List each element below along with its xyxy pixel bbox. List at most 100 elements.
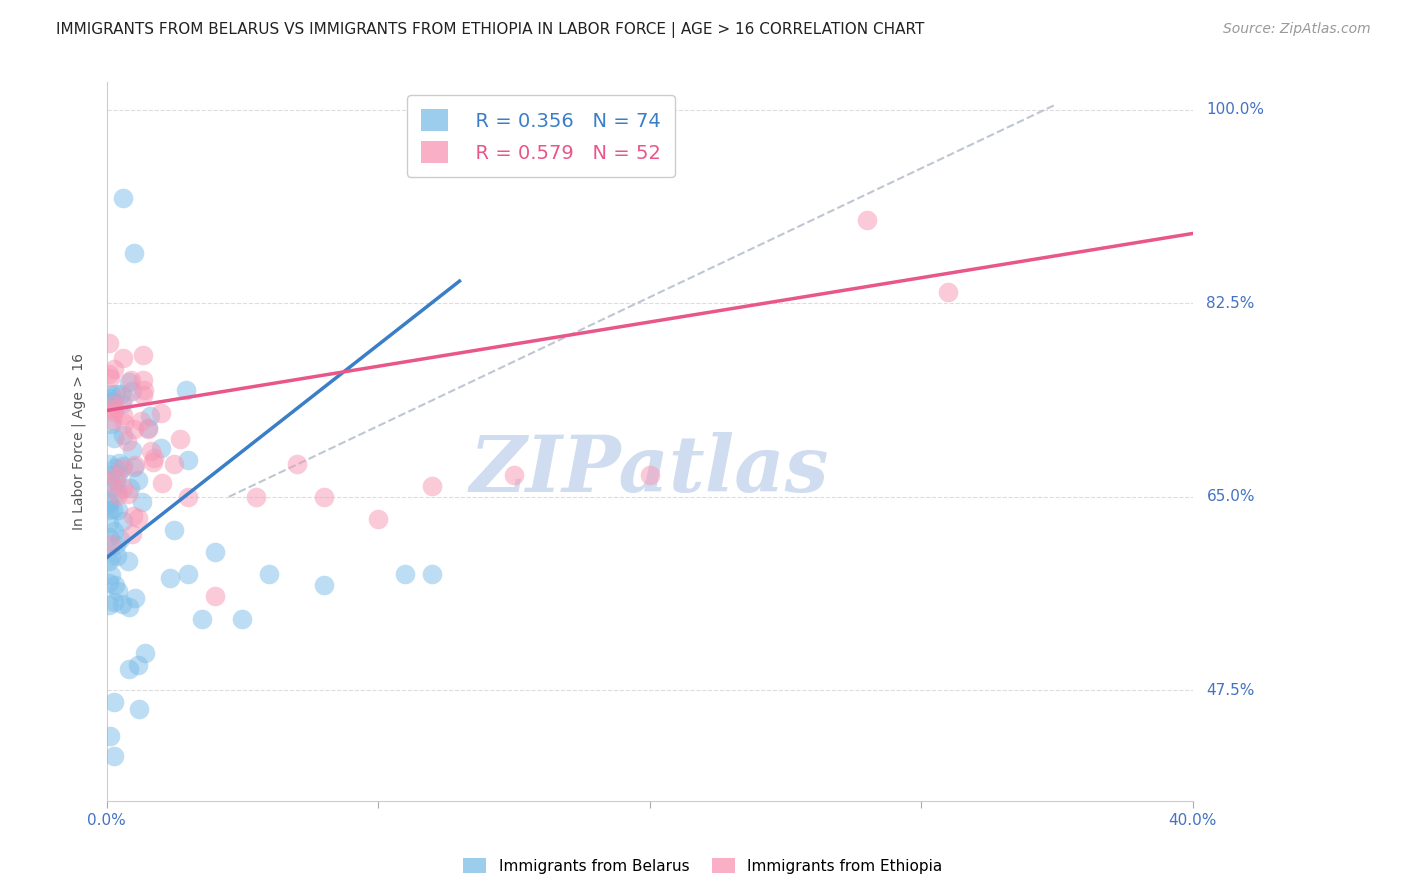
Point [394,567,416,582]
Point [129,414,152,428]
Point [117,487,139,501]
Point [190,611,212,625]
Point [121,526,143,541]
Point [422,567,444,582]
Point [98,368,121,382]
Point [104,474,127,488]
Point [105,484,128,499]
Point [115,434,138,449]
Point [122,246,145,260]
Point [107,583,129,598]
Point [105,538,128,552]
Point [111,397,134,411]
Point [111,461,134,475]
Point [134,646,156,660]
Point [112,481,135,495]
Point [98,502,121,516]
Point [204,590,226,604]
Point [107,488,129,502]
Point [312,578,335,592]
Point [163,457,186,471]
Point [112,390,135,404]
Point [98,371,121,385]
Point [124,591,146,605]
Point [103,362,125,376]
Point [124,422,146,436]
Point [98,336,121,351]
Point [101,479,124,493]
Point [112,427,135,442]
Point [105,468,128,483]
Point [136,421,159,435]
Point [103,595,125,609]
Point [422,479,444,493]
Point [127,473,149,487]
Point [143,450,166,465]
Point [132,383,155,397]
Y-axis label: In Labor Force | Age > 16: In Labor Force | Age > 16 [72,353,86,530]
Point [98,468,121,483]
Point [121,442,143,457]
Point [131,495,153,509]
Point [103,398,125,412]
Point [142,455,165,469]
Point [367,512,389,526]
Point [114,417,136,431]
Point [231,611,253,625]
Point [177,452,200,467]
Point [176,383,198,397]
Point [285,457,308,471]
Point [104,461,127,475]
Point [502,467,524,482]
Point [98,396,121,410]
Point [100,549,122,564]
Point [169,432,191,446]
Text: IMMIGRANTS FROM BELARUS VS IMMIGRANTS FROM ETHIOPIA IN LABOR FORCE | AGE > 16 CO: IMMIGRANTS FROM BELARUS VS IMMIGRANTS FR… [56,22,925,38]
Point [121,509,143,524]
Point [98,729,121,743]
Point [936,285,959,300]
Point [100,394,122,409]
Point [127,510,149,524]
Point [98,530,121,544]
Point [103,695,125,709]
Point [136,422,159,436]
Point [112,459,135,474]
Point [103,432,125,446]
Point [149,407,172,421]
Point [105,549,128,564]
Point [120,373,142,387]
Legend:   R = 0.356   N = 74,   R = 0.579   N = 52: R = 0.356 N = 74, R = 0.579 N = 52 [406,95,675,178]
Point [98,493,121,508]
Point [98,458,121,472]
Point [245,490,267,504]
Point [117,554,139,568]
Point [108,532,131,546]
Point [100,568,122,582]
Point [112,408,135,422]
Point [98,475,121,489]
Legend: Immigrants from Belarus, Immigrants from Ethiopia: Immigrants from Belarus, Immigrants from… [457,852,949,880]
Point [110,597,132,611]
Point [121,384,143,398]
Point [103,501,125,516]
Point [122,460,145,475]
Point [100,537,122,551]
Point [103,749,125,764]
Point [120,481,142,495]
Point [259,567,281,582]
Point [128,702,150,716]
Point [118,375,141,389]
Point [108,456,131,470]
Text: 82.5%: 82.5% [1206,296,1254,310]
Text: Source: ZipAtlas.com: Source: ZipAtlas.com [1223,22,1371,37]
Point [111,191,134,205]
Point [149,442,172,456]
Point [111,351,134,365]
Point [124,458,146,472]
Point [100,387,122,401]
Point [98,516,121,530]
Point [103,524,125,538]
Point [132,373,155,387]
Point [131,348,153,362]
